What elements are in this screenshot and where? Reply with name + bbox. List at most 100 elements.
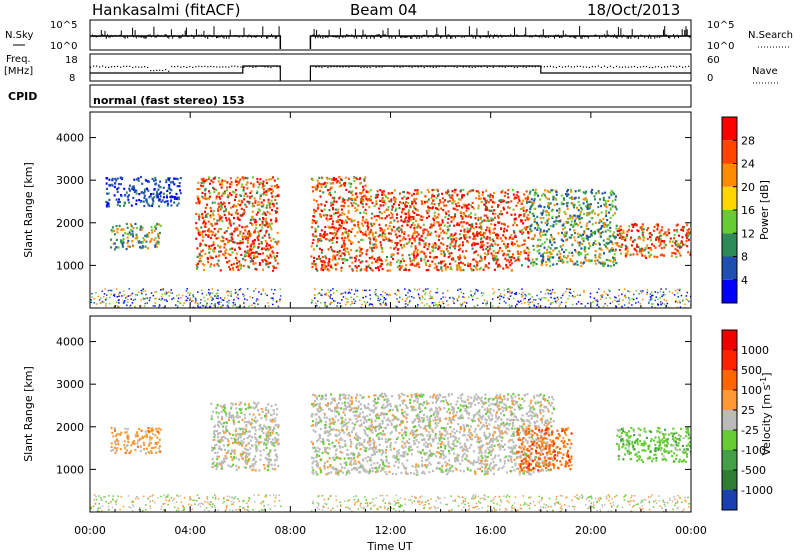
echo-cell — [280, 289, 282, 291]
echo-cell — [507, 225, 509, 227]
echo-cell — [336, 201, 338, 203]
echo-cell — [178, 298, 180, 300]
echo-cell — [549, 265, 551, 267]
echo-cell — [440, 242, 442, 244]
echo-cell — [600, 205, 602, 207]
echo-cell — [565, 213, 567, 215]
echo-cell — [312, 179, 314, 181]
echo-cell — [561, 202, 563, 204]
echo-cell — [634, 239, 636, 241]
echo-cell — [231, 248, 233, 250]
echo-cell — [245, 193, 247, 195]
echo-cell — [440, 224, 442, 226]
freq-unit: [MHz] — [4, 66, 33, 77]
echo-cell — [436, 197, 438, 199]
echo-cell — [536, 216, 538, 218]
echo-cell — [570, 260, 572, 262]
echo-cell — [607, 294, 609, 296]
echo-cell — [224, 250, 226, 252]
echo-cell — [396, 298, 398, 300]
echo-cell — [337, 228, 339, 230]
echo-cell — [416, 214, 418, 216]
echo-cell — [567, 255, 569, 257]
echo-cell — [687, 299, 689, 301]
echo-cell — [384, 194, 386, 196]
echo-cell — [274, 196, 276, 198]
echo-cell — [345, 228, 347, 230]
echo-cell — [235, 196, 237, 198]
echo-cell — [552, 289, 554, 291]
echo-cell — [471, 223, 473, 225]
echo-cell — [410, 205, 412, 207]
echo-cell — [179, 302, 181, 304]
echo-cell — [659, 230, 661, 232]
echo-cell — [270, 219, 272, 221]
echo-cell — [450, 244, 452, 246]
echo-cell — [434, 215, 436, 217]
echo-cell — [679, 290, 681, 292]
echo-cell — [440, 208, 442, 210]
nave-dot — [568, 66, 569, 67]
echo-cell — [481, 292, 483, 294]
echo-cell — [355, 199, 357, 201]
echo-cell — [642, 299, 644, 301]
echo-cell — [369, 294, 371, 296]
echo-cell — [238, 269, 240, 271]
echo-cell — [420, 227, 422, 229]
echo-cell — [261, 242, 263, 244]
echo-cell — [213, 244, 215, 246]
echo-cell — [374, 236, 376, 238]
echo-cell — [583, 191, 585, 193]
nave-dot — [472, 67, 473, 68]
echo-cell — [496, 237, 498, 239]
echo-cell — [654, 226, 656, 228]
echo-cell — [677, 250, 679, 252]
echo-cell — [271, 209, 273, 211]
echo-cell — [631, 230, 633, 232]
echo-cell — [273, 255, 275, 257]
echo-cell — [411, 242, 413, 244]
echo-cell — [512, 189, 514, 191]
echo-cell — [408, 209, 410, 211]
echo-cell — [218, 192, 220, 194]
echo-cell — [358, 265, 360, 267]
echo-cell — [361, 222, 363, 224]
echo-cell — [122, 234, 124, 236]
echo-cell — [218, 180, 220, 182]
echo-cell — [636, 244, 638, 246]
echo-cell — [449, 297, 451, 299]
nave-dot — [345, 66, 346, 67]
echo-cell — [462, 244, 464, 246]
echo-cell — [528, 260, 530, 262]
echo-cell — [466, 302, 468, 304]
echo-cell — [236, 262, 238, 264]
echo-cell — [608, 224, 610, 226]
echo-cell — [174, 178, 176, 180]
echo-cell — [144, 188, 146, 190]
cpid-text: normal (fast stereo) 153 — [93, 94, 245, 107]
echo-cell — [111, 179, 113, 181]
echo-cell — [599, 219, 601, 221]
echo-cell — [558, 299, 560, 301]
echo-cell — [157, 189, 159, 191]
nave-dot — [544, 66, 545, 67]
echo-cell — [649, 232, 651, 234]
echo-cell — [657, 298, 659, 300]
echo-cell — [470, 212, 472, 214]
nave-dot — [339, 66, 340, 67]
echo-cell — [236, 306, 238, 308]
nave-dot — [601, 67, 602, 68]
echo-cell — [143, 197, 145, 199]
echo-cell — [332, 208, 334, 210]
nave-dot — [93, 66, 94, 67]
echo-cell — [412, 233, 414, 235]
echo-cell — [549, 290, 551, 292]
echo-cell — [248, 266, 250, 268]
echo-cell — [114, 186, 116, 188]
echo-cell — [143, 205, 145, 207]
echo-cell — [602, 192, 604, 194]
echo-cell — [132, 227, 134, 229]
echo-cell — [224, 206, 226, 208]
echo-cell — [588, 247, 590, 249]
echo-cell — [246, 182, 248, 184]
